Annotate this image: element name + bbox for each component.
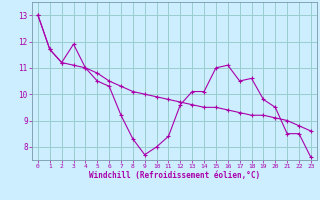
X-axis label: Windchill (Refroidissement éolien,°C): Windchill (Refroidissement éolien,°C): [89, 171, 260, 180]
